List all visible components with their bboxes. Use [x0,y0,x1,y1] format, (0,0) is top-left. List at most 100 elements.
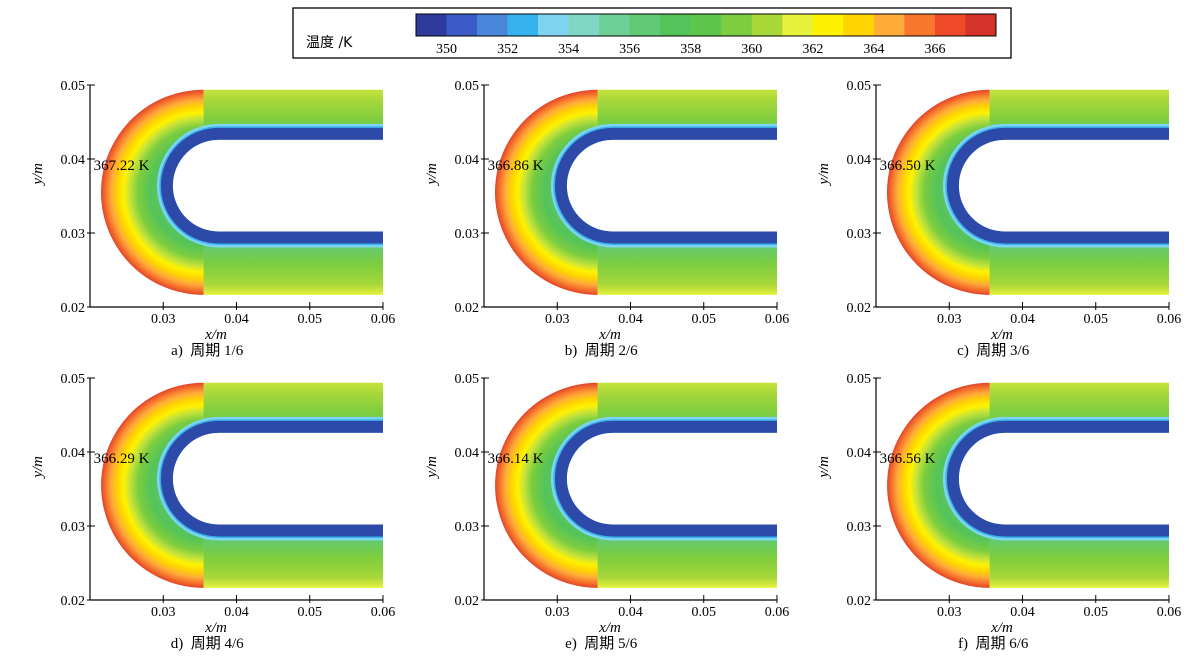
legend-swatch [873,14,905,36]
y-tick-label: 0.04 [61,446,86,461]
legend-swatch [660,14,692,36]
y-axis-label: y/m [30,456,46,480]
max-temperature-label: 366.56 K [880,451,936,467]
legend-swatch [843,14,875,36]
x-tick-label: 0.05 [298,605,323,620]
cold-channel [946,127,1169,244]
panel-caption: d) 周期 4/6 [171,635,244,652]
legend-tick-label: 362 [802,42,823,57]
x-tick-label: 0.03 [151,312,176,327]
max-temperature-label: 366.29 K [94,451,150,467]
legend-swatch [416,14,447,36]
panel-caption: b) 周期 2/6 [565,342,638,359]
y-tick-label: 0.02 [847,594,872,609]
x-tick-label: 0.05 [1084,312,1109,327]
x-tick-label: 0.06 [371,312,396,327]
x-axis-label: x/m [598,327,621,343]
x-tick-label: 0.06 [1157,312,1182,327]
y-axis-label: y/m [424,163,440,187]
max-temperature-label: 366.14 K [488,451,544,467]
legend-swatch [812,14,844,36]
legend-swatch [904,14,936,36]
chart-panel: 0.02 0.03 0.04 0.05 0.03 0.04 0.05 0.06 x/m y/m 36… [30,79,395,359]
cold-channel [554,420,777,537]
legend-tick-label: 354 [558,42,579,57]
y-tick-label: 0.03 [847,227,872,242]
x-tick-label: 0.03 [545,312,570,327]
legend-swatch [446,14,478,36]
legend-tick-label: 360 [741,42,762,57]
x-axis-label: x/m [204,620,227,636]
max-temperature-label: 367.22 K [94,158,150,174]
x-tick-label: 0.06 [765,605,790,620]
x-tick-label: 0.06 [371,605,396,620]
legend-swatch [965,14,997,36]
chart-panel: 0.02 0.03 0.04 0.05 0.03 0.04 0.05 0.06 x/m y/m 36… [816,372,1181,652]
legend-swatch [568,14,600,36]
y-tick-label: 0.03 [61,520,86,535]
max-temperature-label: 366.86 K [488,158,544,174]
y-tick-label: 0.05 [847,79,872,94]
x-axis-label: x/m [598,620,621,636]
y-tick-label: 0.04 [455,446,480,461]
x-tick-label: 0.04 [224,605,249,620]
legend-tick-label: 364 [863,42,884,57]
legend-ticks: 350 352 354 356 358 360 362 364 366 [436,42,945,57]
y-tick-label: 0.05 [61,372,86,387]
plot-void [958,432,1171,525]
legend-tick-label: 358 [680,42,701,57]
x-tick-label: 0.05 [692,605,717,620]
legend-tick-label: 356 [619,42,640,57]
y-axis-label: y/m [30,163,46,187]
legend-tick-label: 352 [497,42,518,57]
chart-panel: 0.02 0.03 0.04 0.05 0.03 0.04 0.05 0.06 x/m y/m 36… [424,79,789,359]
cold-channel [554,127,777,244]
x-tick-label: 0.03 [151,605,176,620]
max-temperature-label: 366.50 K [880,158,936,174]
y-tick-label: 0.02 [455,594,480,609]
x-tick-label: 0.04 [1010,312,1035,327]
y-tick-label: 0.03 [455,520,480,535]
x-tick-label: 0.04 [224,312,249,327]
x-axis-label: x/m [204,327,227,343]
x-tick-label: 0.04 [618,605,643,620]
plot-void [172,139,385,232]
plot-void [958,139,1171,232]
x-tick-label: 0.04 [1010,605,1035,620]
cold-channel [946,420,1169,537]
y-tick-label: 0.05 [455,372,480,387]
chart-panel: 0.02 0.03 0.04 0.05 0.03 0.04 0.05 0.06 x/m y/m 36… [30,372,395,652]
y-tick-label: 0.02 [61,594,86,609]
panel-caption: e) 周期 5/6 [565,635,638,652]
legend-colorbar [415,13,997,37]
plot-void [566,432,779,525]
y-tick-label: 0.04 [847,153,872,168]
plot-void [566,139,779,232]
legend-title: 温度 /K [306,35,353,51]
y-tick-label: 0.05 [847,372,872,387]
legend-swatch [934,14,966,36]
cold-channel [160,127,383,244]
x-tick-label: 0.03 [545,605,570,620]
legend-swatch [690,14,722,36]
y-tick-label: 0.04 [455,153,480,168]
y-axis-label: y/m [424,456,440,480]
x-tick-label: 0.05 [298,312,323,327]
panel-caption: c) 周期 3/6 [957,342,1030,359]
panels: 0.02 0.03 0.04 0.05 0.03 0.04 0.05 0.06 x/m y/m 36… [30,79,1181,652]
legend-swatch [477,14,508,36]
x-tick-label: 0.04 [618,312,643,327]
x-tick-label: 0.03 [937,312,962,327]
legend-tick-label: 350 [436,42,457,57]
x-tick-label: 0.06 [1157,605,1182,620]
legend-swatch [599,14,630,36]
legend-swatch [782,14,814,36]
y-tick-label: 0.04 [847,446,872,461]
legend-bar-outline [415,13,997,37]
y-axis-label: y/m [816,163,832,187]
y-tick-label: 0.04 [61,153,86,168]
x-tick-label: 0.06 [765,312,790,327]
y-tick-label: 0.02 [455,301,480,316]
x-tick-label: 0.05 [692,312,717,327]
legend-swatch [538,14,569,36]
